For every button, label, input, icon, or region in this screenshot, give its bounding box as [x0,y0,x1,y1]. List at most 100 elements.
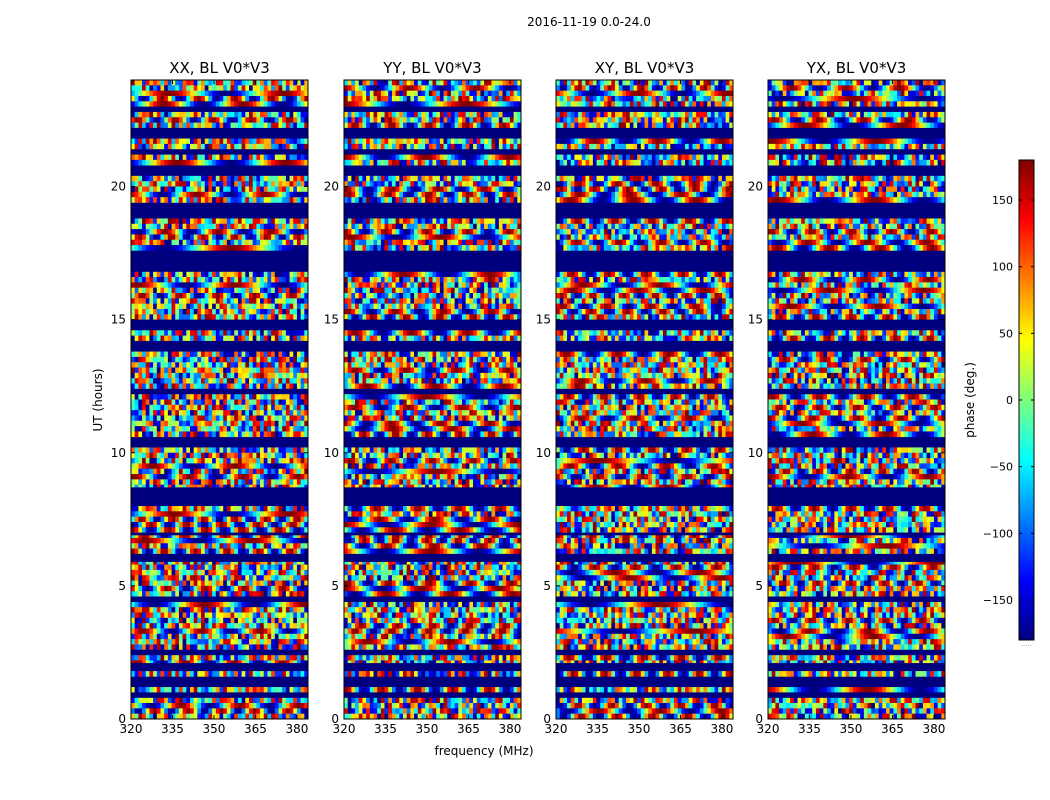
phase-cell [208,404,213,411]
phase-cell [193,671,198,677]
phase-cell [226,468,231,475]
phase-cell [175,569,180,576]
phase-cell [274,80,279,86]
phase-cell [517,117,522,123]
phase-cell [208,218,213,225]
phase-cell [226,282,231,288]
phase-cell [285,532,290,539]
phase-cell [208,580,213,587]
phase-cell [160,234,165,241]
phase-cell [285,431,290,438]
phase-cell [278,223,283,230]
phase-cell [197,111,202,118]
phase-cell [171,378,176,384]
phase-cell [175,687,180,693]
phase-cell [182,543,187,549]
figure-suptitle: 2016-11-19 0.0-24.0 [527,15,651,29]
phase-cell [223,351,228,358]
phase-cell [278,655,283,661]
phase-cell [384,85,389,91]
phase-cell [267,229,272,235]
phase-cell [204,404,209,411]
phase-cell [245,239,250,246]
phase-cell [142,697,147,704]
phase-cell [190,85,194,91]
phase-cell [138,111,143,118]
phase-cell [252,308,257,315]
phase-cell [296,511,301,517]
phase-cell [230,85,235,91]
phase-cell [142,287,147,294]
phase-cell [274,218,279,225]
phase-cell [134,410,139,416]
phase-cell [285,101,290,107]
phase-cell [134,671,139,677]
phase-cell [138,415,143,422]
phase-cell [182,271,187,278]
phase-cell [256,298,261,304]
phase-cell [230,580,235,587]
phase-cell [175,234,180,241]
phase-cell [156,175,161,182]
phase-cell [153,117,158,123]
phase-cell [230,303,235,310]
phase-cell [156,197,161,203]
phase-cell [296,521,301,528]
phase-cell [285,234,290,241]
phase-cell [134,117,139,123]
phase-cell [190,197,194,203]
phase-cell [234,543,239,549]
phase-cell [223,671,228,677]
phase-cell [355,117,360,123]
phase-cell [230,111,235,118]
phase-cell [201,356,206,363]
phase-cell [149,506,154,512]
phase-cell [149,399,154,406]
phase-cell [204,585,209,592]
phase-cell [134,95,139,102]
phase-cell [304,713,309,720]
phase-cell [263,628,268,635]
phase-cell [153,367,158,374]
phase-cell [212,516,217,523]
phase-cell [226,154,231,161]
phase-cell [182,426,187,432]
phase-cell [234,138,239,145]
phase-cell [226,532,231,539]
phase-cell [178,543,183,549]
phase-cell [252,511,257,517]
phase-cell [204,479,209,486]
phase-cell [134,703,139,709]
phase-cell [171,277,176,283]
phase-cell [403,85,407,91]
phase-cell [469,175,474,182]
phase-cell [252,117,257,123]
phase-cell [252,287,257,294]
phase-cell [156,452,161,459]
phase-cell [215,655,220,661]
phase-cell [289,506,294,512]
phase-cell [186,298,191,304]
phase-cell [149,511,154,517]
phase-cell [502,111,507,118]
phase-cell [278,356,283,363]
phase-cell [175,138,180,145]
phase-cell [156,239,161,246]
phase-cell [201,671,206,677]
phase-cell [480,101,485,107]
phase-cell [160,356,165,363]
phase-cell [145,671,150,677]
phase-cell [344,117,348,123]
phase-cell [282,420,287,427]
phase-cell [149,644,154,651]
phase-cell [278,191,283,198]
phase-cell [160,218,165,225]
phase-cell [156,708,161,714]
phase-cell [296,575,301,581]
phase-cell [171,218,176,225]
phase-cell [178,351,183,358]
phase-cell [289,410,294,416]
phase-cell [219,308,224,315]
phase-cell [271,479,276,486]
phase-cell [263,175,268,182]
